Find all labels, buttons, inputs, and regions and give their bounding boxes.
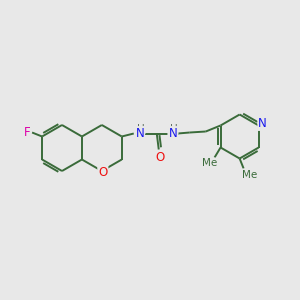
- Text: H: H: [170, 124, 178, 134]
- Text: Me: Me: [202, 158, 217, 169]
- Text: F: F: [24, 126, 30, 139]
- Text: Me: Me: [242, 169, 257, 179]
- Text: N: N: [135, 127, 144, 140]
- Text: N: N: [258, 117, 267, 130]
- Text: H: H: [137, 124, 145, 134]
- Text: O: O: [98, 166, 107, 178]
- Text: O: O: [155, 151, 164, 164]
- Text: N: N: [168, 127, 177, 140]
